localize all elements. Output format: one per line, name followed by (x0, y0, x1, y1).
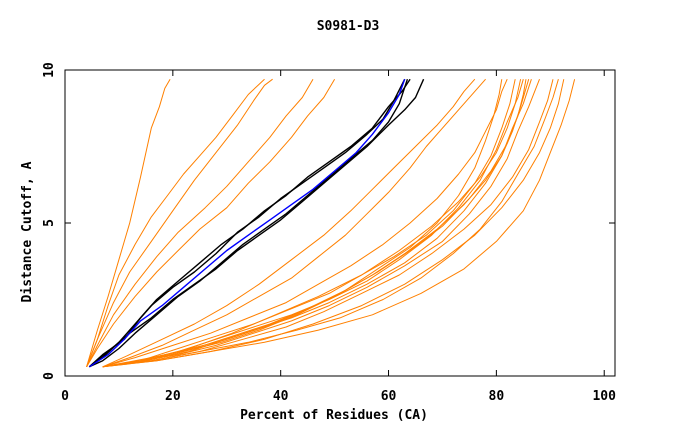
series-line-black (88, 78, 425, 368)
series-line-orange (102, 79, 540, 368)
x-tick-label: 60 (381, 389, 397, 404)
y-tick-label: 0 (42, 372, 57, 380)
series-line-orange (102, 79, 565, 368)
x-tick-label: 20 (165, 389, 181, 404)
x-tick-label: 100 (592, 389, 616, 404)
series-line-orange (86, 78, 265, 367)
series-line-orange (102, 79, 503, 368)
series-line-orange (86, 78, 171, 367)
chart-title: S0981-D3 (317, 19, 380, 34)
x-axis-label: Percent of Residues (CA) (240, 408, 428, 423)
series-line-orange (86, 78, 336, 368)
x-tick-label: 40 (273, 389, 289, 404)
x-tick-label: 80 (489, 389, 505, 404)
x-tick-label: 0 (61, 389, 69, 404)
series-lines (86, 78, 576, 368)
y-tick-label: 5 (42, 219, 57, 227)
series-line-orange (102, 79, 554, 368)
series-line-orange (102, 79, 516, 368)
series-line-orange (102, 78, 508, 368)
series-line-orange (102, 79, 527, 368)
series-line-orange (102, 79, 576, 368)
series-line-orange (102, 78, 486, 368)
series-line-orange (102, 79, 532, 368)
y-tick-label: 10 (42, 62, 57, 78)
series-line-black (89, 78, 409, 368)
series-line-black (88, 78, 411, 368)
series-line-orange (102, 79, 522, 368)
series-line-orange (102, 78, 476, 368)
axis-ticks: 0 20 40 60 80 100 0 5 10 (42, 62, 616, 404)
series-line-orange (102, 79, 559, 368)
y-axis-label: Distance Cutoff, A (20, 161, 35, 302)
series-line-blue (88, 78, 406, 368)
series-line-orange (86, 78, 314, 368)
series-line-orange (102, 79, 530, 368)
series-line-orange (86, 78, 273, 367)
